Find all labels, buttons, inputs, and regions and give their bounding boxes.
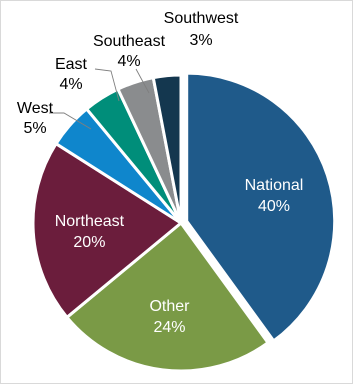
slice-label-southwest: Southwest (164, 10, 239, 27)
leader-line-southeast (135, 68, 150, 94)
slice-label-other: Other (149, 298, 190, 315)
slice-value-southwest: 3% (189, 32, 212, 49)
slice-value-national: 40% (258, 198, 290, 215)
pie-slice-northeast (31, 141, 184, 320)
slice-label-west: West (17, 100, 54, 117)
leader-line-west (49, 112, 92, 130)
slice-value-east: 4% (59, 76, 82, 93)
pie-slice-national (185, 71, 337, 343)
slice-label-east: East (55, 56, 88, 73)
slice-label-southeast: Southeast (93, 33, 166, 50)
slice-value-southeast: 4% (117, 53, 140, 70)
slice-label-national: National (245, 177, 304, 194)
slice-value-west: 5% (23, 120, 46, 137)
pie-slices (31, 71, 337, 373)
pie-slice-southwest (151, 73, 183, 224)
slice-label-northeast: Northeast (55, 213, 125, 230)
leader-line-east (94, 68, 120, 102)
leader-lines (49, 68, 150, 130)
slice-value-other: 24% (153, 319, 185, 336)
pie-slice-other (64, 220, 271, 373)
slice-value-northeast: 20% (73, 234, 105, 251)
slice-labels: National 40% Other 24% Northeast 20% West 5% Eas… (17, 10, 303, 336)
